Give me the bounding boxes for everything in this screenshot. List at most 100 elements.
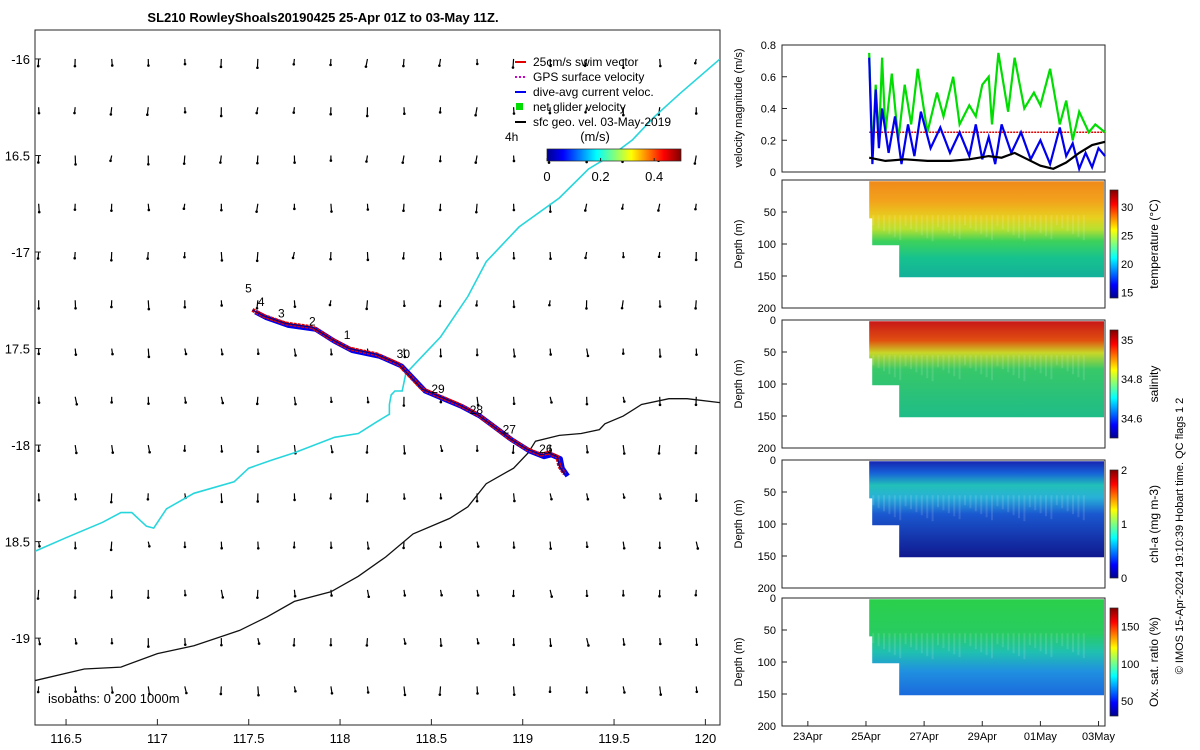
velocity-arrow-head (220, 304, 223, 307)
velocity-arrow-head (330, 210, 333, 213)
velocity-ytick-label: 0.4 (761, 104, 776, 116)
velocity-arrow-head (439, 545, 442, 549)
legend-swatch (516, 103, 523, 110)
velocity-arrow-head (220, 500, 224, 504)
velocity-ytick-label: 0.8 (761, 40, 776, 52)
section-colorbar-tick: 25 (1121, 230, 1133, 242)
velocity-arrow-head (367, 547, 370, 550)
velocity-panel: 0 0.2 0.4 0.6 0.8 velocity magnitude (m/s) (733, 40, 1106, 179)
velocity-arrow (366, 300, 369, 309)
velocity-arrow-head (439, 257, 442, 261)
time-tick-label: 03May (1082, 731, 1116, 743)
section-field (869, 181, 1104, 278)
section-colorbar-tick: 34.8 (1121, 374, 1142, 386)
velocity-series-line (868, 52, 1106, 157)
map-frame (34, 29, 721, 726)
section-ytick-label: 100 (758, 519, 776, 531)
velocity-arrow-head (474, 113, 477, 117)
velocity-arrow-head (256, 66, 259, 70)
section-ytick-label: 0 (770, 315, 776, 327)
velocity-arrow (38, 203, 40, 213)
isobaths-label: isobaths: 0 200 1000m (48, 691, 180, 706)
velocity-arrow-head (622, 643, 626, 646)
section-ytick-label: 50 (764, 207, 776, 219)
velocity-arrow-head (695, 353, 698, 356)
copyright-note: © IMOS 15-Apr-2024 19:10:39 Hobart time.… (1174, 398, 1186, 675)
velocity-arrow-head (694, 499, 698, 503)
velocity-arrow-head (366, 258, 370, 262)
velocity-arrow-head (147, 64, 150, 67)
section-ylabel: Depth (m) (733, 500, 745, 549)
velocity-arrow-head (403, 355, 407, 359)
map-xtick-label: 118.5 (416, 731, 448, 746)
velocity-arrow-head (513, 499, 516, 503)
velocity-arrow-head (365, 307, 368, 311)
velocity-arrow-head (330, 352, 333, 356)
velocity-arrow-head (365, 644, 369, 647)
velocity-arrow (365, 58, 369, 67)
velocity-arrow-head (657, 209, 660, 212)
velocity-arrow-head (439, 400, 443, 404)
velocity-arrow-head (583, 64, 587, 68)
velocity-arrow-head (438, 111, 442, 114)
velocity-arrow-head (439, 354, 443, 358)
section-panel-3: 0 50 100 150 200 Depth (m) 34.6 34.8 35 salinity (733, 315, 1161, 455)
velocity-arrow-head (549, 644, 553, 648)
velocity-arrow-head (550, 595, 554, 598)
velocity-arrow (512, 58, 515, 68)
coastline (35, 58, 720, 553)
velocity-arrow-head (512, 305, 516, 309)
map-ytick-label: -18 (11, 438, 30, 453)
velocity-arrow-head (73, 64, 77, 68)
velocity-arrow-head (110, 305, 113, 309)
velocity-arrow-head (184, 401, 187, 404)
velocity-arrow-head (512, 594, 515, 598)
velocity-arrow-head (293, 498, 296, 502)
track-map: 543 2 1 30 29 28 27 26 116.5 117 117.5 118 118.5 119… (5, 29, 721, 746)
velocity-arrow-head (438, 159, 442, 163)
velocity-arrow-head (74, 353, 78, 356)
velocity-arrow-head (221, 401, 225, 405)
velocity-arrow-head (183, 62, 187, 66)
velocity-arrow-head (256, 161, 259, 165)
velocity-arrow (256, 251, 259, 261)
waypoint-label: 1 (344, 328, 351, 342)
section-ytick-label: 200 (758, 443, 776, 455)
section-field (869, 461, 1104, 558)
velocity-arrow-head (256, 352, 260, 356)
velocity-arrow-head (693, 162, 697, 165)
legend-entry: GPS surface velocity (533, 70, 644, 84)
velocity-arrow-head (511, 66, 515, 69)
velocity-arrow-head (37, 401, 41, 404)
colorbar-tick-label: 0.4 (645, 169, 663, 184)
velocity-arrow-head (621, 352, 625, 355)
velocity-arrow-head (183, 449, 186, 452)
velocity-arrow-head (696, 547, 700, 550)
velocity-arrow-head (220, 546, 223, 550)
velocity-arrow-head (219, 692, 223, 696)
velocity-arrow-head (438, 64, 441, 67)
section-panel-5: 0 50 100 150 200 Depth (m) 50 100 150 Ox. sat. ra… (733, 593, 1161, 743)
velocity-arrow-head (366, 208, 370, 211)
velocity-arrow-head (511, 451, 515, 454)
velocity-arrow-head (293, 594, 297, 598)
velocity-arrow-head (512, 402, 516, 406)
velocity-arrow-head (586, 354, 590, 358)
velocity-arrow-head (585, 545, 589, 549)
section-colorbar (1109, 189, 1119, 299)
velocity-arrow (403, 445, 406, 454)
velocity-arrow-head (584, 110, 587, 114)
map-xtick-label: 119 (512, 731, 533, 746)
velocity-arrow-head (110, 641, 114, 645)
surface-velocity-field (36, 58, 700, 697)
velocity-arrow-head (75, 402, 79, 406)
velocity-arrow-head (658, 642, 662, 646)
section-colorbar (1109, 607, 1119, 717)
velocity-arrow-head (658, 355, 662, 358)
velocity-arrow-head (109, 113, 113, 116)
section-colorbar-tick: 100 (1121, 659, 1139, 671)
velocity-arrow-head (183, 305, 187, 309)
velocity-arrow-head (550, 497, 553, 501)
